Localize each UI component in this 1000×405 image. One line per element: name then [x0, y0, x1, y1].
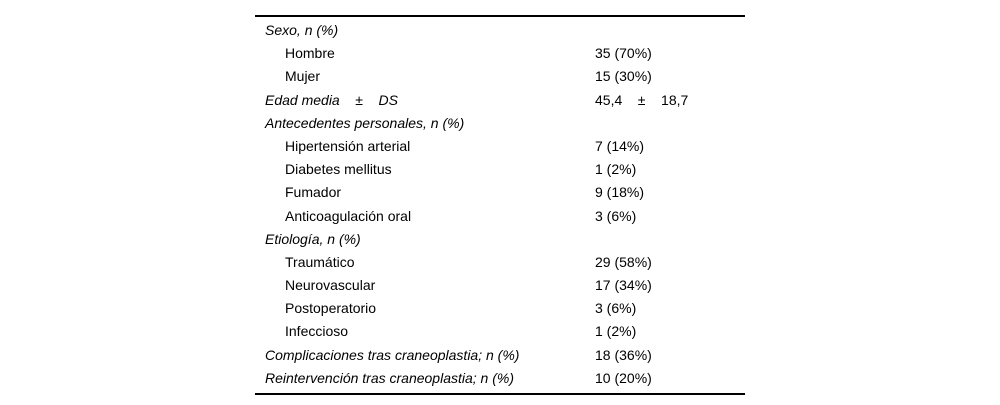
- row-label: Traumático: [285, 253, 355, 270]
- row-value: 10 (20%): [595, 369, 652, 386]
- table-row: Hipertensión arterial 7 (14%): [255, 135, 745, 158]
- table-row: Infeccioso 1 (2%): [255, 320, 745, 343]
- table-row: Sexo, n (%): [255, 19, 745, 42]
- row-value: 15 (30%): [595, 68, 652, 85]
- table-row: Reintervención tras craneoplastia; n (%)…: [255, 367, 745, 390]
- row-value: 45,4 ± 18,7: [595, 91, 689, 108]
- row-value: 35 (70%): [595, 45, 652, 62]
- row-label: Edad media ± DS: [265, 91, 398, 108]
- row-label: Fumador: [285, 184, 342, 201]
- table-row: Etiología, n (%): [255, 228, 745, 251]
- row-label: Neurovascular: [285, 277, 376, 294]
- table-row: Complicaciones tras craneoplastia; n (%)…: [255, 344, 745, 367]
- row-label: Hipertensión arterial: [285, 137, 411, 154]
- row-value: 1 (2%): [595, 161, 637, 178]
- row-label: Anticoagulación oral: [285, 207, 412, 224]
- table-row: Postoperatorio 3 (6%): [255, 297, 745, 320]
- row-value: 18 (36%): [595, 346, 652, 363]
- row-value: 3 (6%): [595, 207, 637, 224]
- row-label: Reintervención tras craneoplastia; n (%): [265, 369, 515, 386]
- row-label: Complicaciones tras craneoplastia; n (%): [265, 346, 520, 363]
- row-label: Hombre: [285, 45, 335, 62]
- table-body: Sexo, n (%) Hombre 35 (70%) Mujer 15 (30%) Ed…: [255, 19, 745, 390]
- row-value: 7 (14%): [595, 137, 645, 154]
- row-label: Infeccioso: [285, 323, 349, 340]
- table-row: Antecedentes personales, n (%): [255, 112, 745, 135]
- patient-characteristics-table: Sexo, n (%) Hombre 35 (70%) Mujer 15 (30%) Ed…: [255, 15, 745, 395]
- row-label: Antecedentes personales, n (%): [265, 114, 465, 131]
- table-row: Fumador 9 (18%): [255, 181, 745, 204]
- row-value: 9 (18%): [595, 184, 645, 201]
- row-label: Diabetes mellitus: [285, 161, 392, 178]
- row-label: Sexo, n (%): [265, 22, 339, 38]
- row-label: Etiología, n (%): [265, 230, 361, 247]
- row-label: Postoperatorio: [285, 300, 377, 317]
- table-row: Neurovascular 17 (34%): [255, 274, 745, 297]
- table-row: Diabetes mellitus 1 (2%): [255, 158, 745, 181]
- table-row: Edad media ± DS 45,4 ± 18,7: [255, 89, 745, 112]
- row-value: 29 (58%): [595, 253, 652, 270]
- row-value: 3 (6%): [595, 300, 637, 317]
- row-value: 17 (34%): [595, 277, 652, 294]
- table-row: Mujer 15 (30%): [255, 65, 745, 88]
- row-label: Mujer: [285, 68, 321, 85]
- table-row: Anticoagulación oral 3 (6%): [255, 205, 745, 228]
- table-row: Traumático 29 (58%): [255, 251, 745, 274]
- row-value: 1 (2%): [595, 323, 637, 340]
- table-row: Hombre 35 (70%): [255, 42, 745, 65]
